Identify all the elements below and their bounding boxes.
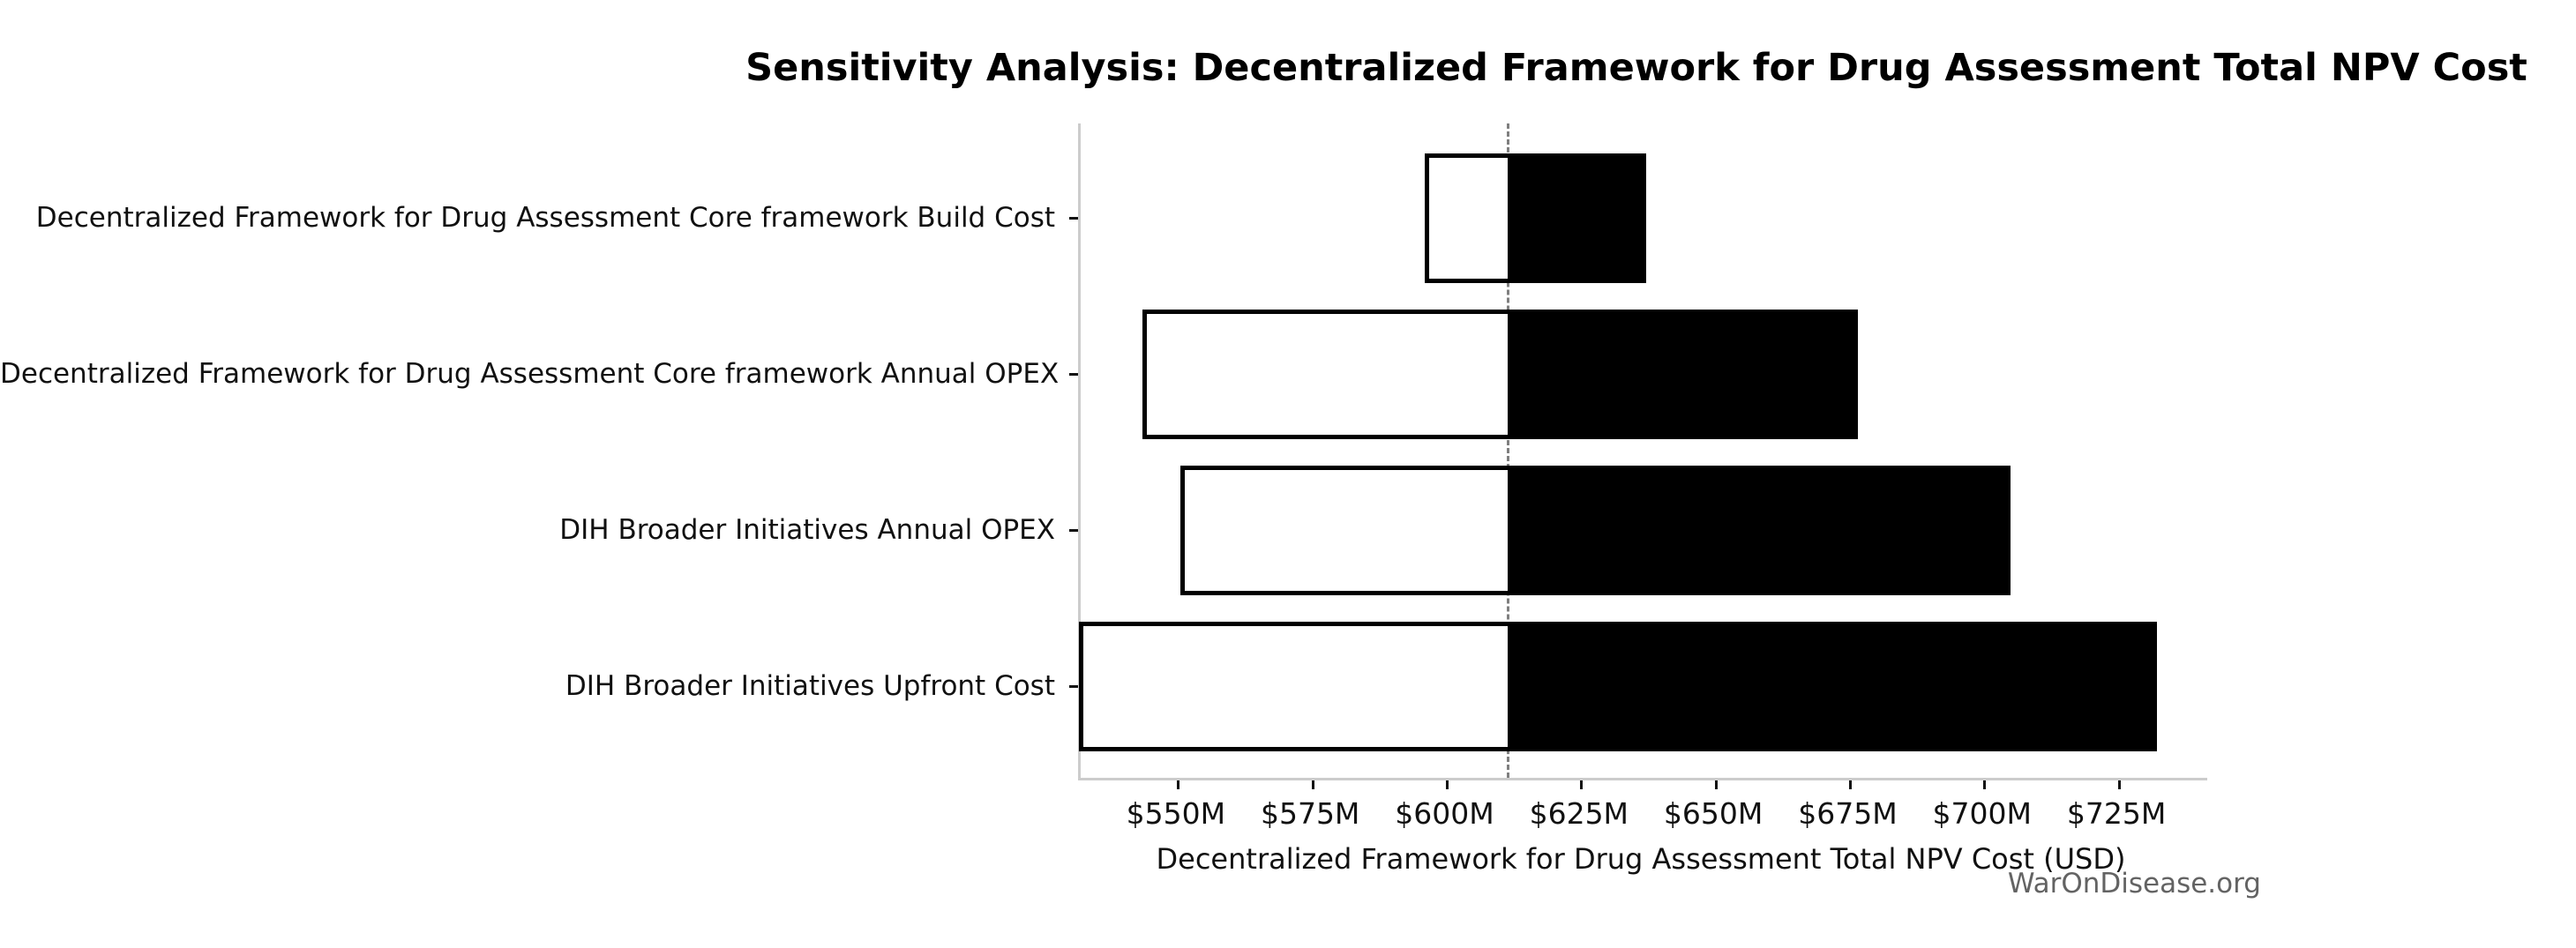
x-tick-mark — [1580, 780, 1584, 789]
tornado-bar — [1424, 153, 1647, 283]
x-axis-tick-label: $575M — [1260, 796, 1360, 831]
bar-high-segment — [1508, 469, 2006, 591]
x-tick-mark — [1446, 780, 1449, 789]
y-tick-mark — [1069, 684, 1078, 688]
x-axis-title: Decentralized Framework for Drug Assessm… — [1156, 842, 2126, 876]
x-axis-tick-label: $725M — [2066, 796, 2167, 831]
x-tick-mark — [1177, 780, 1180, 789]
chart-title: Sensitivity Analysis: Decentralized Fram… — [745, 46, 2527, 90]
x-axis-tick-label: $650M — [1663, 796, 1764, 831]
x-tick-mark — [1311, 780, 1314, 789]
baseline-dashed-line — [1506, 123, 1509, 778]
x-tick-mark — [1983, 780, 1987, 789]
y-axis-category-label: DIH Broader Initiatives Annual OPEX — [559, 514, 1055, 547]
x-axis-tick-label: $700M — [1932, 796, 2032, 831]
y-axis-category-label: DIH Broader Initiatives Upfront Cost — [565, 670, 1055, 703]
bar-high-segment — [1508, 625, 2153, 747]
x-axis-tick-label: $625M — [1529, 796, 1629, 831]
y-tick-mark — [1069, 216, 1078, 220]
watermark-text: WarOnDisease.org — [2007, 868, 2261, 899]
tornado-bar — [1078, 621, 2157, 751]
x-tick-mark — [1714, 780, 1718, 789]
plot-area — [1069, 123, 2207, 789]
bar-high-segment — [1508, 157, 1643, 279]
x-axis-tick-label: $600M — [1395, 796, 1494, 831]
x-axis-tick-label: $675M — [1798, 796, 1898, 831]
y-axis-category-label: Decentralized Framework for Drug Assessm… — [0, 358, 1060, 391]
x-tick-mark — [2117, 780, 2121, 789]
bar-high-segment — [1508, 313, 1853, 435]
x-axis-tick-label: $550M — [1126, 796, 1226, 831]
y-tick-mark — [1069, 528, 1078, 532]
y-tick-mark — [1069, 372, 1078, 376]
tornado-bar — [1142, 309, 1858, 439]
x-tick-mark — [1848, 780, 1852, 789]
y-axis-category-label: Decentralized Framework for Drug Assessm… — [35, 202, 1055, 235]
tornado-bar — [1179, 465, 2011, 595]
